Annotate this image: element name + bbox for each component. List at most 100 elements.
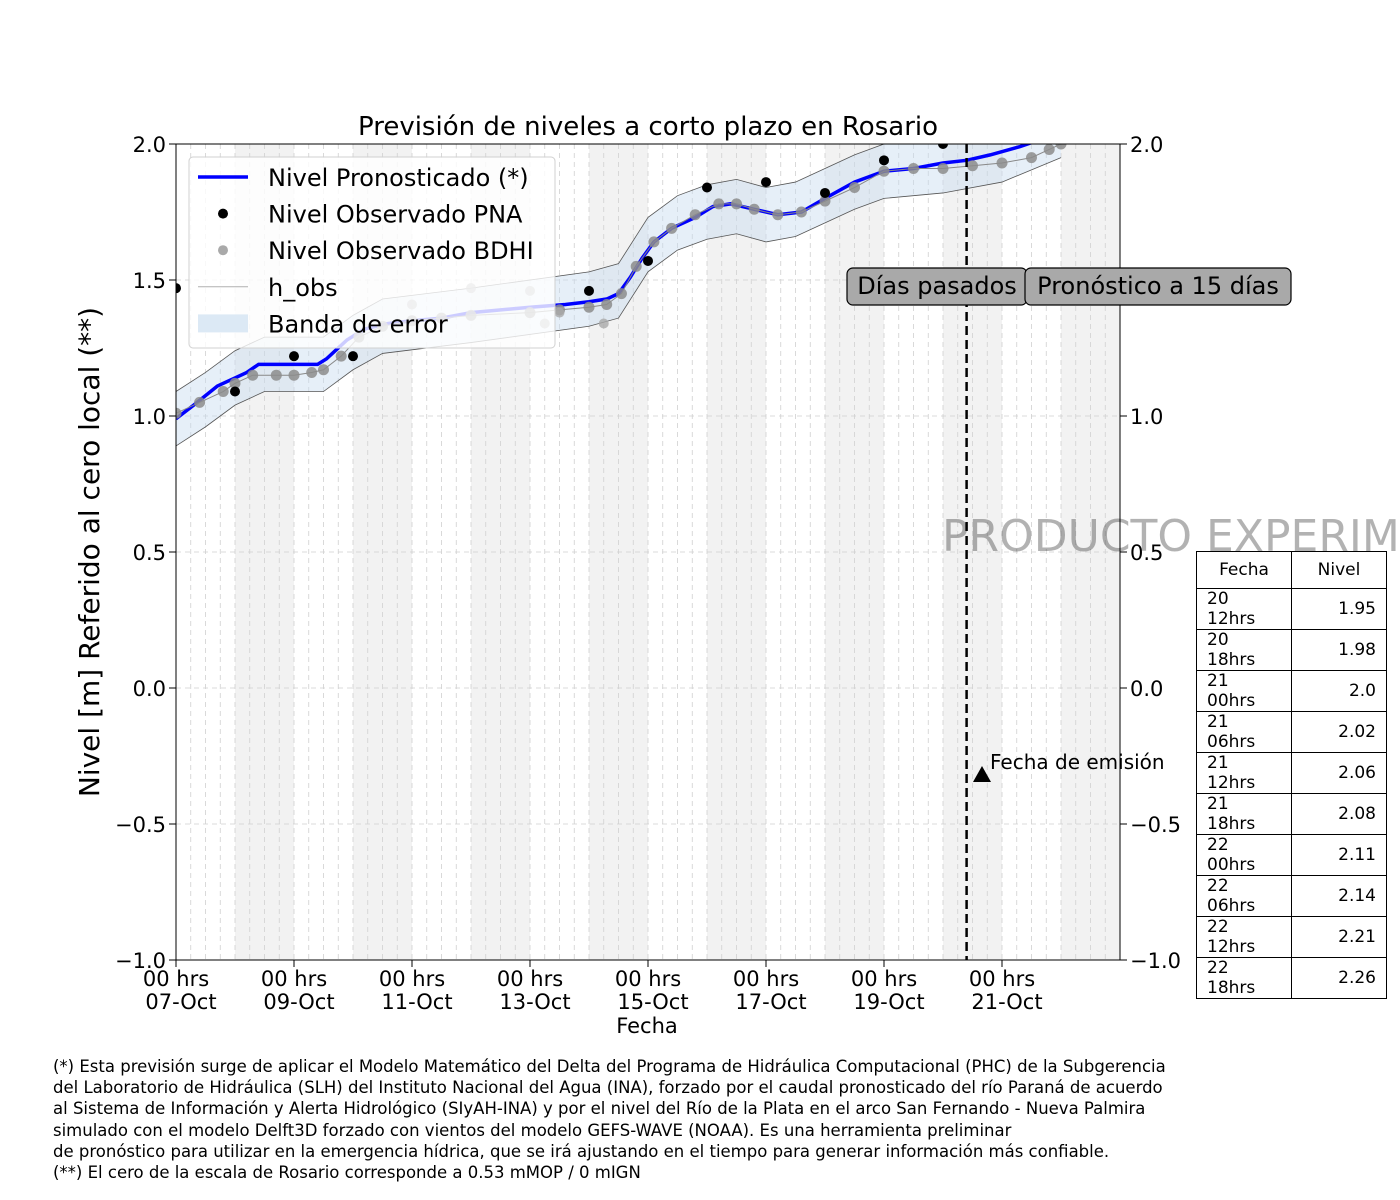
- table-row: 22 18hrs 2.26: [1196, 956, 1387, 999]
- x-tick-label-date: 07-Oct: [145, 990, 216, 1014]
- h-obs-point: [937, 162, 949, 174]
- x-tick-label-hour: 00 hrs: [615, 967, 681, 991]
- footnote-line: de pronóstico para utilizar en la emerge…: [53, 1141, 1110, 1161]
- h-obs-point: [194, 396, 206, 408]
- table-row: 20 12hrs 1.95: [1196, 587, 1387, 630]
- pna-point: [879, 155, 889, 166]
- h-obs-point: [795, 206, 807, 218]
- h-obs-point: [1026, 152, 1037, 164]
- legend-label: Nivel Pronosticado (*): [268, 164, 529, 192]
- table-row: 21 00hrs 2.0: [1196, 669, 1387, 712]
- h-obs-point: [247, 369, 259, 381]
- table-cell-nivel: 2.02: [1291, 710, 1387, 753]
- x-tick-label-date: 11-Oct: [381, 990, 452, 1014]
- x-tick-label-hour: 00 hrs: [851, 967, 917, 991]
- h-obs-point: [615, 288, 627, 300]
- table-cell-nivel: 2.08: [1291, 792, 1387, 835]
- h-obs-point: [772, 209, 784, 221]
- bdhi-point: [554, 307, 565, 318]
- x-tick-label-hour: 00 hrs: [379, 967, 445, 991]
- footnote-line: simulado con el modelo Delft3D forzado c…: [53, 1120, 1012, 1140]
- table-cell-nivel: 2.14: [1291, 874, 1387, 917]
- pna-point: [584, 285, 594, 296]
- table-row: 21 12hrs 2.06: [1196, 751, 1387, 794]
- emission-triangle-marker: [973, 766, 991, 782]
- h-obs-point: [318, 364, 329, 376]
- table-cell-nivel: 1.95: [1291, 587, 1387, 630]
- table-cell-fecha: 22 12hrs: [1196, 915, 1292, 958]
- past-days-box: Días pasados: [846, 267, 1028, 306]
- error-band-lower: [176, 157, 1062, 447]
- h-obs-point: [666, 222, 678, 234]
- y-tick-label-right: 0.0: [1130, 677, 1163, 701]
- legend-label: Banda de error: [268, 310, 448, 338]
- forecast-box: Pronóstico a 15 días: [1024, 267, 1292, 306]
- table-header-row: Fecha Nivel: [1196, 551, 1387, 589]
- table-cell-nivel: 2.06: [1291, 751, 1387, 794]
- y-tick-label-left: −0.5: [115, 813, 166, 837]
- table-cell-nivel: 2.21: [1291, 915, 1387, 958]
- x-tick-label-date: 13-Oct: [499, 990, 570, 1014]
- h-obs-point: [908, 162, 919, 174]
- y-axis-left: 2.0 1.5 1.0 0.5 0.0 −0.5 −1.0: [115, 133, 176, 973]
- h-obs-point: [731, 198, 742, 210]
- footnote: (*) Esta previsión surge de aplicar el M…: [53, 1056, 1373, 1183]
- legend-label: h_obs: [268, 274, 338, 302]
- y-tick-label-left: −1.0: [115, 949, 166, 973]
- past-days-label: Días pasados: [857, 272, 1017, 300]
- forecast-table: Fecha Nivel 20 12hrs 1.95 20 18hrs 1.98 21 0…: [1196, 551, 1387, 999]
- x-tick-label-hour: 00 hrs: [143, 967, 209, 991]
- x-tick-label-date: 19-Oct: [853, 990, 924, 1014]
- table-cell-nivel: 2.26: [1291, 956, 1387, 999]
- y-tick-label-right: 0.5: [1130, 541, 1163, 565]
- footnote-line: (**) El cero de la escala de Rosario cor…: [53, 1163, 641, 1183]
- table-cell-fecha: 22 18hrs: [1196, 956, 1292, 999]
- table-row: 21 06hrs 2.02: [1196, 710, 1387, 753]
- y-axis-right: 2.0 1.0 0.5 0.0 −0.5 −1.0: [1120, 133, 1181, 973]
- y-tick-label-right: −0.5: [1130, 813, 1181, 837]
- h-obs-point: [713, 198, 725, 210]
- emission-label: Fecha de emisión: [990, 750, 1165, 774]
- x-tick-label-date: 21-Oct: [971, 990, 1042, 1014]
- pna-point: [702, 182, 712, 193]
- table-row: 22 06hrs 2.14: [1196, 874, 1387, 917]
- legend: Nivel Pronosticado (*) Nivel Observado PN…: [188, 156, 556, 349]
- pna-point: [230, 386, 240, 397]
- y-tick-label-right: −1.0: [1130, 949, 1181, 973]
- y-tick-label-right: 1.0: [1130, 405, 1163, 429]
- legend-label: Nivel Observado PNA: [268, 201, 523, 229]
- table-row: 21 18hrs 2.08: [1196, 792, 1387, 835]
- x-tick-label-hour: 00 hrs: [733, 967, 799, 991]
- h-obs-point: [689, 209, 701, 221]
- legend-swatch-dot: [218, 245, 228, 256]
- h-obs-point: [217, 386, 229, 398]
- table-row: 20 18hrs 1.98: [1196, 628, 1387, 671]
- h-obs-point: [176, 407, 182, 419]
- table-row: 22 12hrs 2.21: [1196, 915, 1387, 958]
- table-cell-fecha: 21 18hrs: [1196, 792, 1292, 835]
- h-obs-point: [335, 350, 347, 362]
- x-tick-label-hour: 00 hrs: [261, 967, 327, 991]
- legend-label: Nivel Observado BDHI: [268, 237, 534, 265]
- table-cell-fecha: 21 12hrs: [1196, 751, 1292, 794]
- x-tick-label-date: 15-Oct: [617, 990, 688, 1014]
- h-obs-point: [648, 236, 660, 248]
- h-obs-point: [270, 369, 282, 381]
- h-obs-point: [583, 301, 595, 313]
- table-cell-nivel: 2.0: [1291, 669, 1387, 712]
- pna-point: [820, 187, 830, 198]
- h-obs-point: [1043, 144, 1055, 155]
- table-cell-fecha: 22 06hrs: [1196, 874, 1292, 917]
- pna-point: [289, 351, 299, 362]
- h-obs-point: [306, 366, 318, 378]
- table-row: 22 00hrs 2.11: [1196, 833, 1387, 876]
- table-cell-nivel: 2.11: [1291, 833, 1387, 876]
- h-obs-point: [878, 165, 890, 177]
- y-tick-label-left: 1.5: [133, 269, 166, 293]
- h-obs-point: [1055, 144, 1067, 150]
- h-obs-point: [967, 160, 978, 172]
- h-obs-point: [601, 298, 613, 310]
- table-cell-nivel: 1.98: [1291, 628, 1387, 671]
- h-obs-point: [748, 203, 760, 215]
